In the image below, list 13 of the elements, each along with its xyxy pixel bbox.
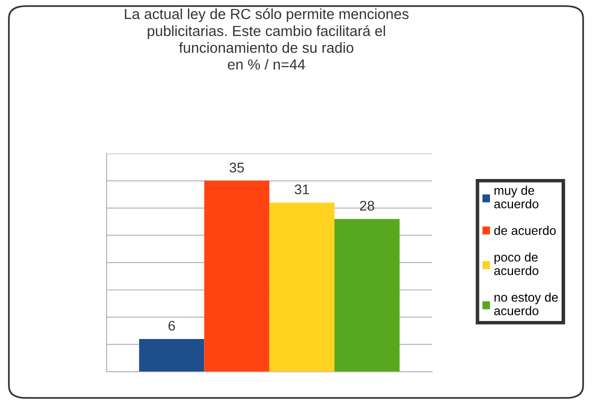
legend-label: poco de acuerdo [494,252,538,276]
bar [269,202,334,372]
chart-title: La actual ley de RC sólo permite menciones publicitarias. Este cambio facilitará el funcionamiento de su radio en % / n=44 [124,8,409,70]
data-label: 6 [168,320,175,331]
legend-label: no estoy de acuerdo [494,292,558,316]
bar [334,218,400,372]
legend-label: muy de acuerdo [494,186,538,208]
bar [139,338,204,372]
data-label: 31 [294,184,309,194]
data-label: 35 [230,162,244,172]
legend-label: de acuerdo [494,226,556,235]
data-label: 28 [360,200,374,211]
bar [204,180,270,372]
